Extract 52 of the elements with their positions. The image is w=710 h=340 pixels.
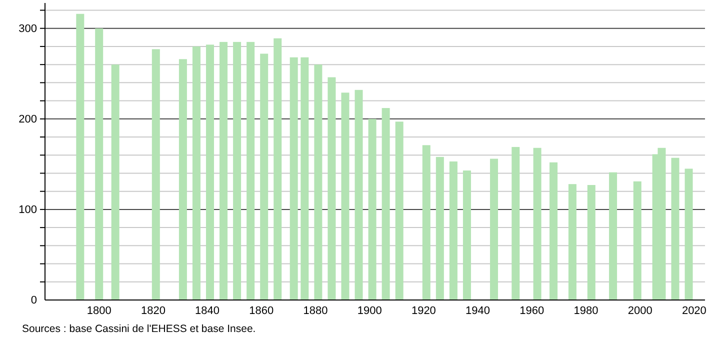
bar: [568, 184, 576, 300]
bar: [328, 77, 336, 300]
x-tick-label: 1800: [86, 304, 112, 317]
bar: [609, 172, 618, 300]
x-tick-label: 1840: [195, 304, 220, 317]
bar: [192, 46, 200, 300]
source-note: Sources : base Cassini de l'EHESS et base Insee.: [22, 323, 256, 335]
bar: [95, 28, 104, 300]
bar: [111, 64, 120, 300]
bar: [490, 158, 498, 300]
bar: [233, 42, 242, 300]
y-tick-label: 0: [30, 294, 37, 307]
bar: [671, 158, 680, 300]
bar: [274, 38, 282, 300]
y-tick-label: 100: [18, 204, 37, 216]
bar: [436, 156, 444, 300]
bar: [290, 57, 298, 300]
bar: [395, 122, 404, 300]
bar: [260, 54, 268, 300]
x-tick-label: 2020: [682, 304, 706, 317]
bar: [314, 64, 322, 300]
bar: [512, 146, 520, 300]
bar: [533, 148, 542, 300]
bar: [587, 185, 596, 300]
bar: [206, 44, 214, 300]
y-tick-label: 200: [18, 113, 37, 126]
x-tick-label: 1960: [520, 304, 544, 317]
bar: [178, 59, 187, 300]
x-tick-label: 1980: [574, 304, 598, 317]
bar: [220, 42, 228, 300]
bar: [76, 14, 84, 300]
bar: [633, 181, 642, 300]
bar: [550, 162, 558, 300]
bar: [382, 108, 390, 300]
x-tick-label: 1820: [140, 304, 166, 317]
bar: [684, 168, 693, 300]
bar: [462, 170, 471, 300]
bar: [354, 90, 363, 300]
bar: [300, 57, 309, 300]
x-tick-label: 1920: [411, 304, 436, 317]
bar: [341, 92, 350, 300]
x-tick-label: 1880: [303, 304, 328, 317]
bar: [449, 161, 458, 300]
bar: [152, 49, 160, 300]
y-tick-label: 300: [18, 22, 37, 35]
x-tick-label: 1900: [357, 304, 382, 317]
bar: [246, 42, 255, 300]
bar: [368, 118, 376, 300]
x-tick-label: 1860: [249, 304, 274, 317]
x-tick-label: 1940: [466, 304, 490, 317]
bar: [422, 145, 430, 300]
x-tick-label: 2000: [628, 304, 652, 317]
